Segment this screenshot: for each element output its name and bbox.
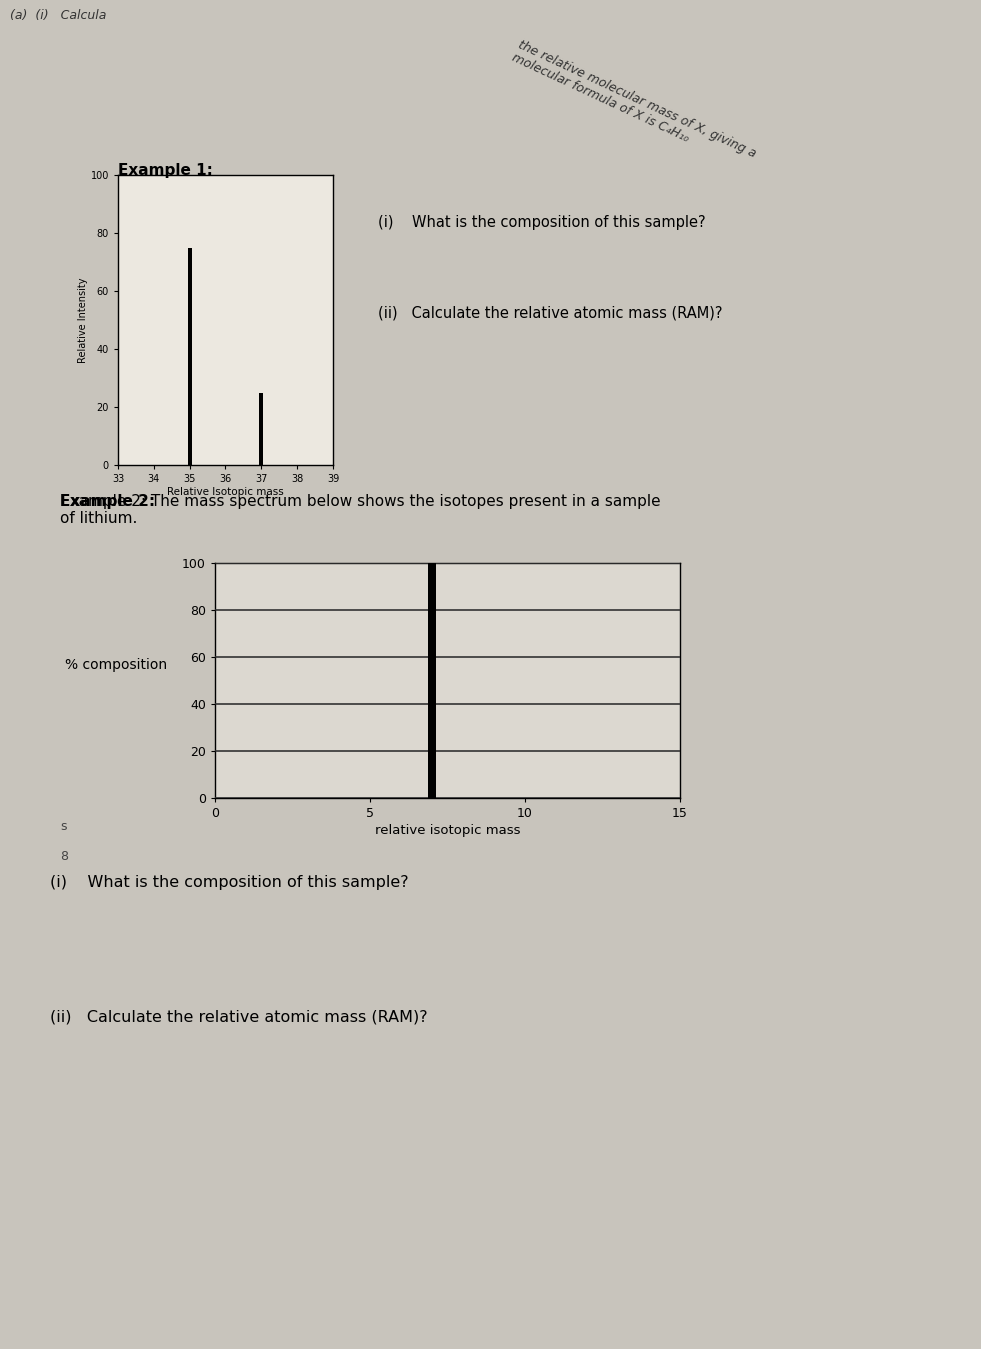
Text: s: s [60, 820, 67, 832]
Text: (ii)   Calculate the relative atomic mass (RAM)?: (ii) Calculate the relative atomic mass … [50, 1010, 428, 1025]
Text: % composition: % composition [65, 658, 167, 672]
Text: (a)  (i)   Calcula: (a) (i) Calcula [10, 9, 106, 23]
Bar [428, 563, 436, 799]
X-axis label: Relative Isotopic mass: Relative Isotopic mass [167, 487, 284, 496]
Text: 8: 8 [60, 850, 68, 863]
Y-axis label: Relative Intensity: Relative Intensity [77, 278, 88, 363]
Bar [259, 393, 264, 465]
Text: Example 2:: Example 2: [60, 494, 155, 509]
Text: Example 1:: Example 1: [118, 163, 213, 178]
Text: (ii)   Calculate the relative atomic mass (RAM)?: (ii) Calculate the relative atomic mass … [378, 305, 722, 320]
Text: (i)    What is the composition of this sample?: (i) What is the composition of this samp… [378, 214, 705, 229]
Text: the relative molecular mass of X, giving a
molecular formula of X is C₄H₁₀: the relative molecular mass of X, giving… [510, 38, 758, 174]
Text: Example 2: The mass spectrum below shows the isotopes present in a sample
of lit: Example 2: The mass spectrum below shows… [60, 494, 660, 526]
Bar [187, 247, 192, 465]
Text: (i)    What is the composition of this sample?: (i) What is the composition of this samp… [50, 876, 409, 890]
X-axis label: relative isotopic mass: relative isotopic mass [375, 824, 520, 838]
